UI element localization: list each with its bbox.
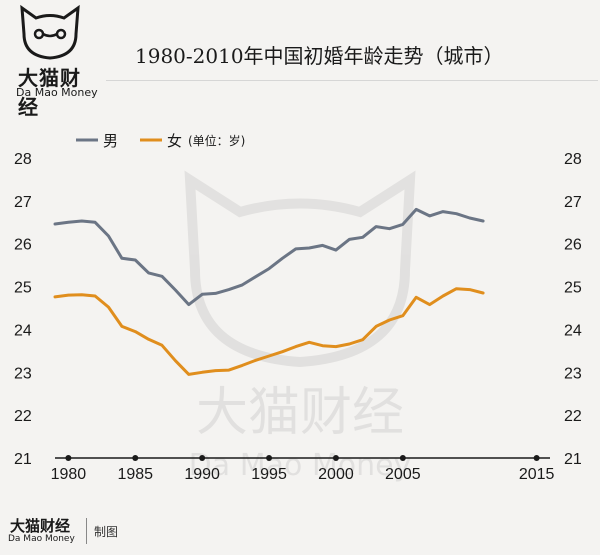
y-tick-label-left: 25 [14, 280, 32, 297]
watermark-cat-icon [184, 170, 416, 368]
x-tick-dot [266, 455, 273, 461]
y-tick-label-right: 25 [564, 280, 582, 297]
footer-brand-en: Da Mao Money [8, 534, 75, 544]
footer: 大猫财经 Da Mao Money 制图 [0, 515, 600, 555]
y-tick-label-left: 28 [14, 151, 32, 168]
x-tick-dot [65, 455, 72, 461]
x-tick-dot [132, 455, 139, 461]
y-tick-label-left: 22 [14, 408, 32, 425]
y-tick-label-left: 26 [14, 237, 32, 254]
y-tick-label-left: 24 [14, 322, 32, 339]
x-tick-dot [199, 455, 206, 461]
header: 大猫财经 Da Mao Money 1980-2010年中国初婚年龄走势（城市） [0, 0, 600, 119]
y-tick-label-right: 28 [564, 151, 582, 168]
x-tick-dot [399, 455, 406, 461]
y-tick-label-right: 22 [564, 408, 582, 425]
brand-name-cn: 大猫财经 [18, 66, 81, 119]
x-tick-label: 2015 [519, 466, 555, 483]
footer-brand-cn: 大猫财经 [10, 517, 71, 535]
y-tick-label-left: 21 [14, 451, 32, 468]
y-tick-label-left: 23 [14, 365, 32, 382]
x-tick-dot [332, 455, 339, 461]
legend-label-male: 男 [103, 132, 118, 150]
brand-name-en: Da Mao Money [16, 86, 98, 99]
series-line-male [53, 207, 485, 307]
footer-credit: 制图 [94, 525, 119, 539]
x-tick-dot [533, 455, 540, 461]
unit-label: (单位：岁) [188, 133, 245, 148]
x-tick-label: 2000 [318, 466, 354, 483]
axes: 21 21 22 22 23 23 24 24 25 25 26 26 27 27 28 28 1980 1985… [14, 151, 582, 483]
y-tick-label-right: 26 [564, 237, 582, 254]
x-tick-label: 1980 [51, 466, 87, 483]
x-tick-label: 1990 [184, 466, 220, 483]
x-tick-label: 2005 [385, 466, 421, 483]
series-line-female [53, 287, 485, 376]
cat-logo-icon [20, 4, 80, 60]
watermark-name-en: Da Mao Money [189, 448, 412, 483]
legend-label-female: 女 [167, 132, 182, 150]
header-divider [106, 80, 598, 81]
watermark-name-cn: 大猫财经 [196, 383, 404, 443]
y-tick-label-right: 24 [564, 322, 582, 339]
x-tick-label: 1995 [251, 466, 287, 483]
watermark: 大猫财经 Da Mao Money [184, 170, 416, 483]
y-tick-label-right: 27 [564, 194, 582, 211]
series-layer [53, 207, 485, 376]
y-tick-label-left: 27 [14, 194, 32, 211]
chart-title: 1980-2010年中国初婚年龄走势（城市） [135, 44, 504, 68]
y-tick-label-right: 21 [564, 451, 582, 468]
y-tick-label-right: 23 [564, 365, 582, 382]
footer-divider [86, 518, 87, 544]
x-tick-label: 1985 [117, 466, 153, 483]
brand-logo: 大猫财经 Da Mao Money [8, 4, 98, 119]
legend: 男 女 (单位：岁) [76, 132, 245, 150]
